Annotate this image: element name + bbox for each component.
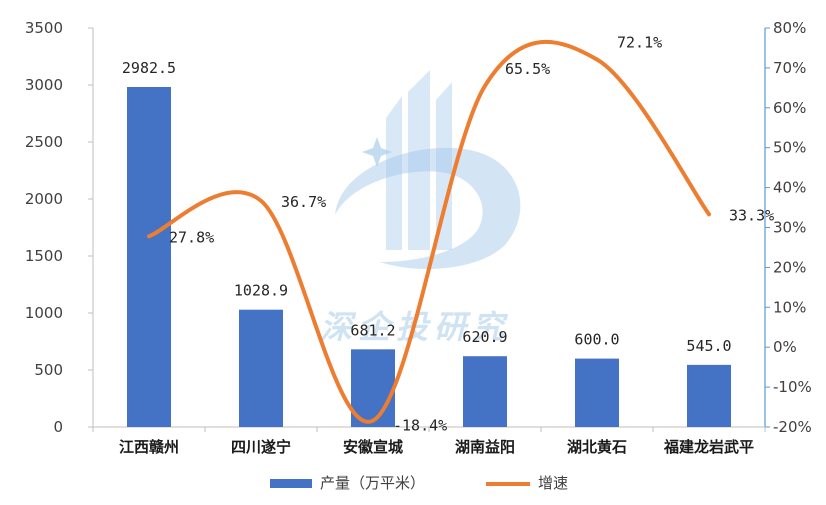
- bar: [463, 356, 507, 427]
- y-axis-right-tick-label: 70%: [773, 59, 806, 77]
- y-axis-left-tick-label: 1000: [25, 304, 63, 322]
- bar: [127, 86, 171, 428]
- line-value-label: 36.7%: [281, 193, 326, 211]
- y-axis-right-tick-label: 20%: [773, 258, 806, 276]
- y-axis-left-tick-label: 2000: [25, 190, 63, 208]
- bar-value-label: 681.2: [350, 321, 395, 339]
- legend-line-label: 增速: [538, 474, 568, 492]
- line-value-label: -18.4%: [393, 417, 447, 435]
- y-axis-right-tick-label: 80%: [773, 19, 806, 37]
- y-axis-right-tick-label: 60%: [773, 99, 806, 117]
- y-axis-left-tick-label: 2500: [25, 133, 63, 151]
- y-axis-left-tick-label: 0: [53, 418, 63, 436]
- axes: 0 500 1000 1500 2000 2500 3000 3500 -20% -10% 0% 10…: [25, 19, 812, 456]
- data-labels: 2982.5 1028.9 681.2 620.9 600.0 545.0 27.8% 36.…: [122, 34, 774, 435]
- line-series: [147, 39, 711, 424]
- line-value-label: 27.8%: [169, 228, 214, 246]
- bar-series: [127, 86, 731, 428]
- y-axis-right-tick-label: 30%: [773, 219, 806, 237]
- bar-value-label: 1028.9: [234, 282, 288, 300]
- bar: [687, 364, 731, 427]
- line-value-label: 65.5%: [505, 60, 550, 78]
- x-axis-category-label: 安徽宣城: [343, 438, 403, 456]
- legend-bar-label: 产量（万平米）: [320, 474, 425, 492]
- watermark-star-icon: [362, 137, 392, 167]
- x-axis-category-label: 四川遂宁: [231, 438, 291, 456]
- x-axis-category-label: 福建龙岩武平: [663, 438, 754, 456]
- legend-bar-swatch: [270, 479, 312, 488]
- x-axis-category-label: 湖北黄石: [567, 438, 627, 456]
- y-axis-left-tick-label: 500: [34, 361, 63, 379]
- watermark-swoosh-shape: [335, 147, 521, 269]
- y-axis-right-tick-label: 0%: [773, 338, 797, 356]
- bar-value-label: 2982.5: [122, 59, 176, 77]
- y-axis-left-tick-label: 3500: [25, 19, 63, 37]
- y-axis-left-tick-label: 3000: [25, 76, 63, 94]
- bar-value-label: 600.0: [574, 331, 619, 349]
- y-axis-right-tick-label: 10%: [773, 298, 806, 316]
- bar: [351, 349, 395, 427]
- y-axis-right-tick-label: 40%: [773, 179, 806, 197]
- line-value-label: 33.3%: [729, 206, 774, 224]
- x-axis-category-label: 江西赣州: [119, 438, 179, 456]
- x-axis-category-label: 湖南益阳: [455, 438, 515, 456]
- y-axis-left-tick-label: 1500: [25, 247, 63, 265]
- watermark-building-shape: [386, 70, 452, 250]
- bar-value-label: 545.0: [686, 337, 731, 355]
- y-axis-right-tick-label: 50%: [773, 139, 806, 157]
- y-axis-right-tick-label: -10%: [773, 378, 812, 396]
- bar-value-label: 620.9: [462, 328, 507, 346]
- bar: [575, 358, 619, 427]
- y-axis-right-tick-label: -20%: [773, 418, 812, 436]
- bar: [239, 309, 283, 427]
- legend: 产量（万平米） 增速: [270, 474, 568, 492]
- line-value-label: 72.1%: [617, 34, 662, 52]
